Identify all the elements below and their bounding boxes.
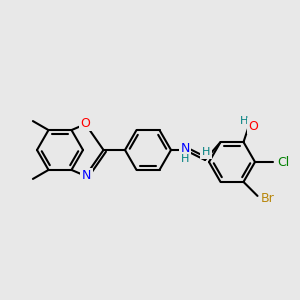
Text: H: H <box>240 116 249 126</box>
Text: N: N <box>82 169 91 182</box>
Text: N: N <box>180 142 190 155</box>
Text: H: H <box>202 147 210 157</box>
Text: Br: Br <box>261 192 274 206</box>
Text: O: O <box>249 120 258 133</box>
Text: H: H <box>181 154 189 164</box>
Text: O: O <box>81 117 90 130</box>
Text: Cl: Cl <box>277 155 289 169</box>
